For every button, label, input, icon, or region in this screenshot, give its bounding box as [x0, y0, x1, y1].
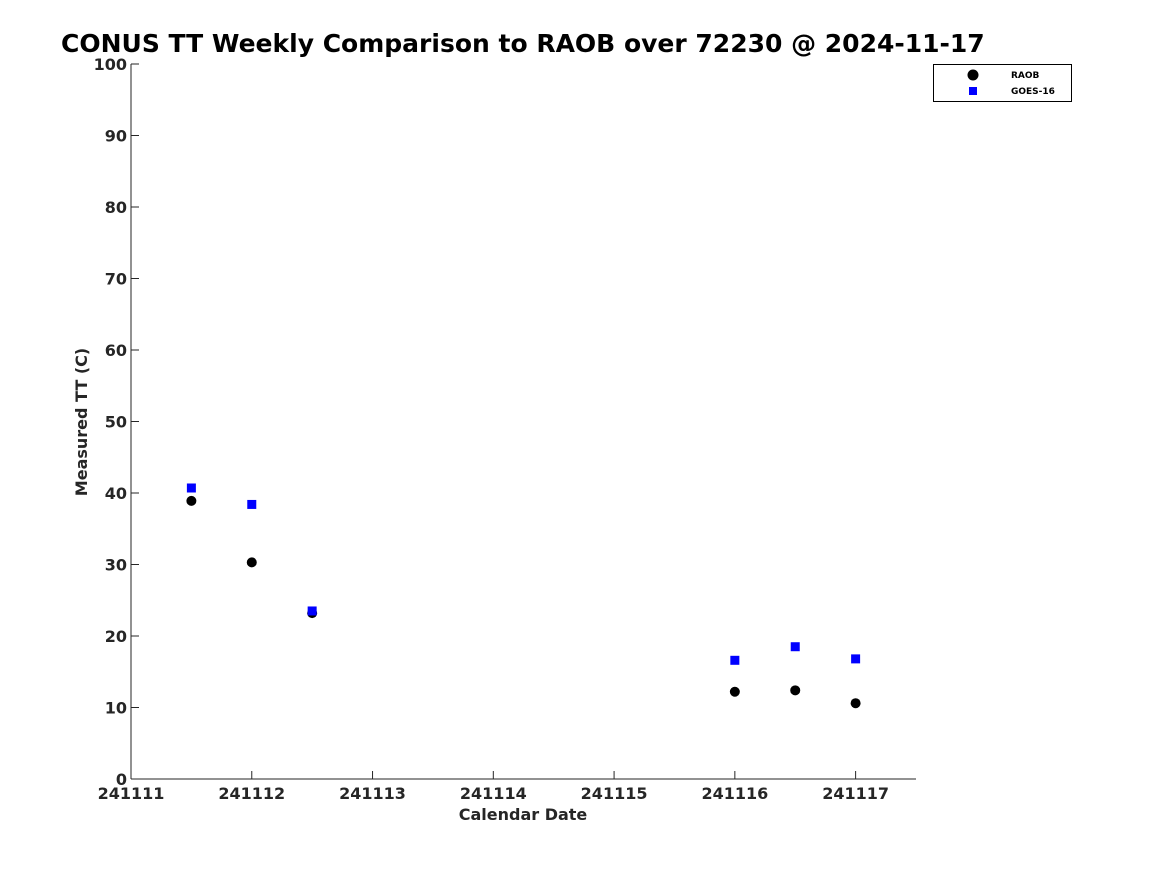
y-tick-label: 70: [105, 270, 127, 289]
y-tick-label: 100: [94, 55, 127, 74]
goes-16-point: [186, 483, 196, 493]
x-axis-label: Calendar Date: [459, 805, 588, 824]
goes-16-point: [790, 642, 800, 652]
goes-16-point: [247, 499, 257, 509]
legend-raob-marker: [967, 69, 979, 81]
x-tick-label: 241113: [339, 784, 406, 803]
goes-16-point: [851, 654, 861, 664]
legend-raob-label: RAOB: [1011, 71, 1040, 81]
x-tick-label: 241115: [581, 784, 648, 803]
goes-16-point: [730, 655, 740, 665]
y-tick-label: 60: [105, 341, 127, 360]
y-axis-label: Measured TT (C): [72, 348, 91, 496]
y-tick-label: 90: [105, 127, 127, 146]
y-tick-label: 10: [105, 699, 127, 718]
legend: RAOB GOES-16: [933, 64, 1072, 102]
legend-goes-16-label: GOES-16: [1011, 87, 1055, 97]
y-tick-label: 50: [105, 413, 127, 432]
x-tick-label: 241112: [218, 784, 285, 803]
data-points: [186, 483, 861, 709]
y-tick-label: 0: [116, 770, 127, 789]
y-tick-label: 40: [105, 484, 127, 503]
x-tick-label: 241114: [460, 784, 527, 803]
goes-16-point: [307, 606, 317, 616]
raob-point: [246, 557, 257, 568]
raob-point: [186, 495, 197, 506]
x-tick-label: 241111: [98, 784, 165, 803]
legend-box: [933, 64, 1072, 102]
y-tick-label: 30: [105, 556, 127, 575]
raob-point: [790, 685, 801, 696]
y-axis: 0 10 20 30 40 50 60 70 80 90 100: [94, 55, 139, 789]
x-tick-label: 241116: [701, 784, 768, 803]
legend-goes-16-marker: [969, 87, 977, 95]
x-axis: 241111 241112 241113 241114 241115 241116 2411…: [98, 771, 889, 803]
chart-title: CONUS TT Weekly Comparison to RAOB over …: [61, 29, 985, 58]
y-tick-label: 80: [105, 198, 127, 217]
plot-area: [130, 64, 916, 780]
raob-point: [729, 686, 740, 697]
y-tick-label: 20: [105, 627, 127, 646]
raob-point: [850, 698, 861, 709]
x-tick-label: 241117: [822, 784, 889, 803]
